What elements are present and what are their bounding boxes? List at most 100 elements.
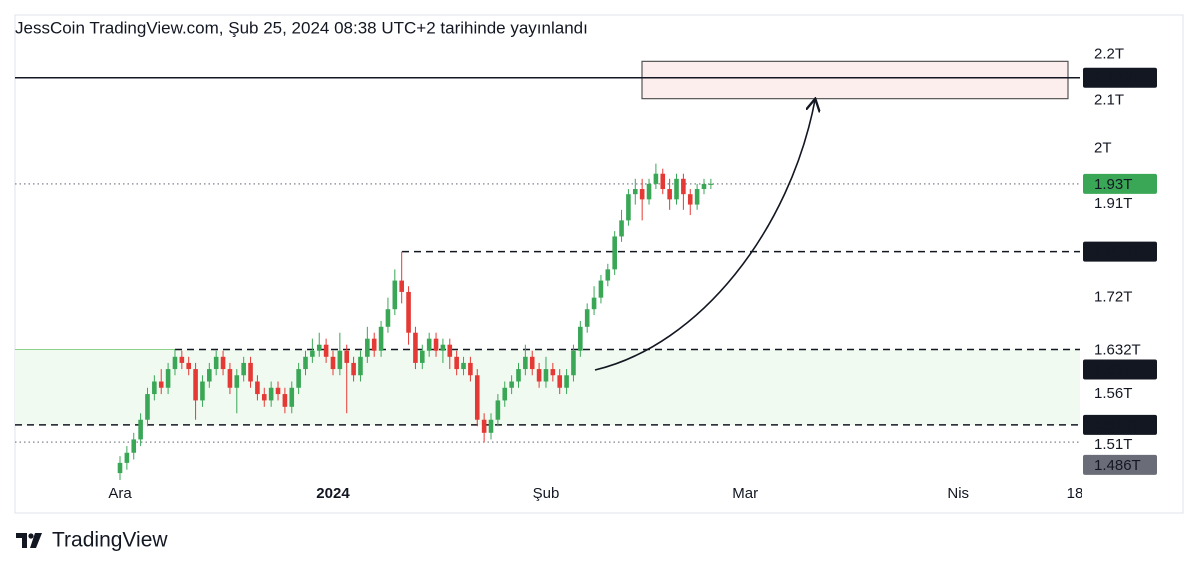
- candle-body: [303, 356, 308, 370]
- candle-body: [261, 394, 267, 401]
- candle-body: [323, 344, 329, 357]
- candle-body: [433, 338, 439, 351]
- candle-body: [296, 369, 301, 388]
- x-tick-label: Şub: [533, 485, 560, 502]
- price-label-bg: [1083, 414, 1157, 435]
- candle-body: [399, 280, 404, 292]
- candle-body: [523, 356, 528, 370]
- candle-body: [193, 369, 198, 401]
- candle-body: [213, 356, 219, 370]
- candle-body: [310, 350, 315, 357]
- chart-title: JessCoin TradingView.com, Şub 25, 2024 0…: [15, 18, 588, 37]
- candle-body: [502, 387, 508, 401]
- candle-body: [598, 280, 604, 298]
- candle-body: [200, 381, 205, 401]
- candle-body: [468, 362, 473, 376]
- candle-body: [158, 381, 164, 388]
- candle-body: [461, 362, 466, 370]
- price-axis: 2.2T 2.1T 2T 1.91T 1.72T 1.56T 1.51T 2.149T 1.93…: [1083, 46, 1157, 475]
- candle-body: [605, 269, 611, 281]
- plot-area: Ara 2024 Şub Mar Nis 18: [15, 60, 1084, 502]
- candle-body: [172, 356, 178, 370]
- brand-name: TradingView: [52, 529, 168, 552]
- candle-body: [612, 236, 617, 270]
- candle-body: [708, 183, 714, 185]
- price-label-bg: [1083, 241, 1157, 262]
- y-tick-label: 1.56T: [1094, 385, 1132, 402]
- candle-body: [440, 344, 446, 351]
- y-tick-label: 2.1T: [1094, 92, 1124, 109]
- candle-body: [681, 178, 686, 195]
- candle-body: [426, 338, 432, 351]
- candle-body: [578, 326, 583, 351]
- candle-body: [516, 369, 521, 382]
- candle-body: [275, 387, 281, 395]
- candle-body: [152, 381, 157, 395]
- candle-body: [392, 280, 398, 310]
- candle-body: [330, 356, 336, 370]
- candle-body: [557, 375, 563, 388]
- candle-body: [220, 356, 226, 370]
- candle-body: [687, 194, 693, 205]
- candle-body: [138, 419, 143, 440]
- candle-body: [289, 387, 295, 407]
- chart-frame: [14, 14, 1184, 514]
- candle-body: [227, 369, 233, 388]
- candle-body: [344, 350, 350, 363]
- x-tick-label: 18: [1067, 485, 1084, 502]
- candle-body: [131, 439, 137, 453]
- candle-body: [454, 356, 459, 370]
- price-label-bg: [1083, 454, 1157, 475]
- y-tick-label: 1.91T: [1094, 195, 1132, 212]
- x-tick-label: Nis: [947, 485, 969, 502]
- candle-body: [660, 173, 666, 190]
- candle-body: [571, 350, 576, 376]
- y-tick-label: 2T: [1094, 140, 1112, 157]
- candle-body: [186, 362, 192, 370]
- candle-body: [626, 194, 631, 221]
- price-label: 2.149T: [1094, 70, 1141, 87]
- candle-body: [584, 309, 590, 327]
- candle-body: [358, 356, 363, 376]
- price-label-bg: [1083, 173, 1157, 194]
- price-label: 1.512T: [1094, 417, 1141, 434]
- candle-body: [701, 183, 707, 190]
- brand-logo: [16, 533, 42, 548]
- price-label: 1.802T: [1094, 244, 1141, 261]
- candle-body: [365, 338, 370, 357]
- candle-body: [639, 189, 645, 200]
- arrow-annotation: [594, 100, 815, 371]
- candle-body: [653, 173, 659, 184]
- candle-body: [667, 189, 672, 200]
- candle-body: [529, 356, 535, 370]
- support-zone: [15, 349, 1080, 425]
- candle-body: [632, 189, 638, 195]
- candle-body: [234, 375, 240, 388]
- candle-body: [619, 220, 624, 237]
- y-tick-label: 1.51T: [1094, 436, 1132, 453]
- y-tick-label: 2.2T: [1094, 46, 1124, 63]
- candle-body: [145, 394, 150, 420]
- candle-body: [316, 344, 322, 351]
- price-label-bg: [1083, 67, 1157, 88]
- candle-body: [694, 189, 700, 205]
- price-label: 1.63T: [1094, 361, 1132, 378]
- candle-body: [488, 419, 494, 433]
- candle-body: [248, 362, 253, 382]
- candle-body: [474, 375, 480, 420]
- x-tick-label: Ara: [108, 485, 132, 502]
- target-zone: [641, 60, 1069, 100]
- candle-body: [124, 452, 130, 463]
- candle-body: [179, 356, 185, 363]
- candle-body: [564, 375, 569, 388]
- candle-body: [406, 291, 411, 333]
- candle-body: [481, 419, 487, 433]
- candle-body: [495, 400, 501, 420]
- candle-body: [371, 338, 377, 351]
- candle-body: [447, 344, 453, 357]
- candle-body: [165, 369, 171, 388]
- candle-body: [509, 381, 514, 388]
- candle-body: [543, 369, 549, 382]
